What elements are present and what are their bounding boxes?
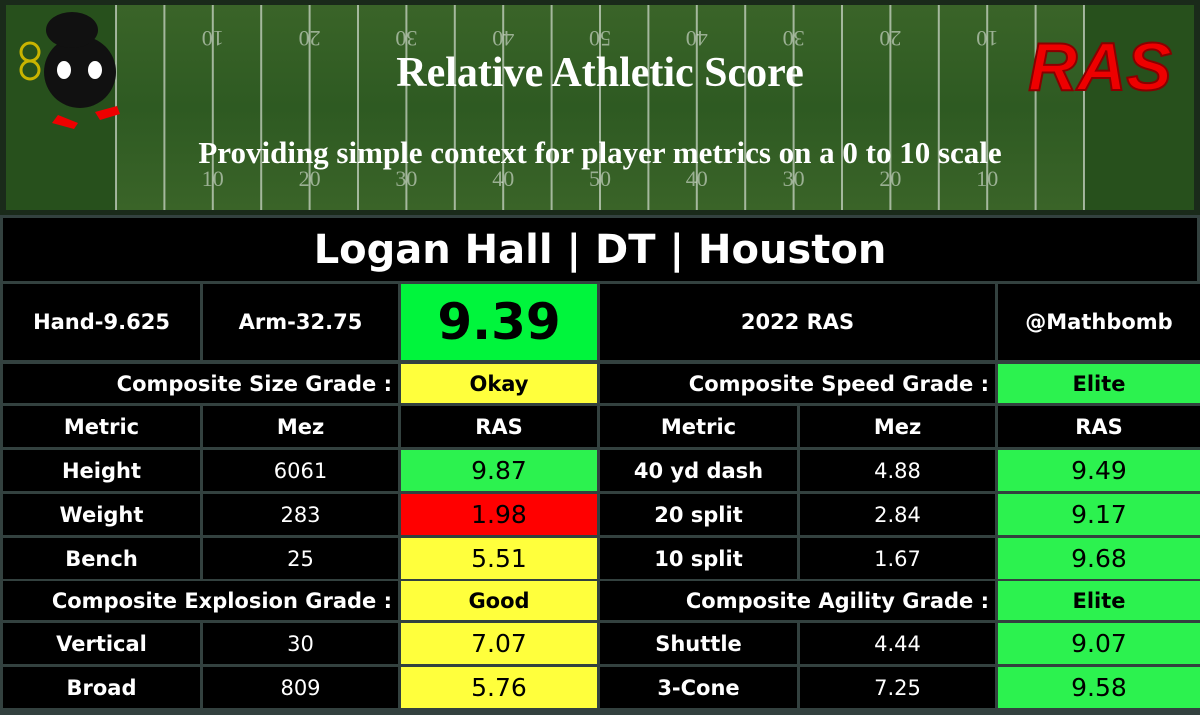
ras: 9.68 xyxy=(998,538,1200,579)
yard-number: 40 xyxy=(492,26,514,51)
grade: Elite xyxy=(998,364,1200,403)
ras: 7.07 xyxy=(401,623,597,664)
mascot xyxy=(19,12,120,129)
yard-number: 50 xyxy=(589,26,611,51)
yard-number: 20 xyxy=(299,166,321,191)
column-header: RAS xyxy=(401,406,597,447)
ras: 5.51 xyxy=(401,538,597,579)
metric: Vertical xyxy=(3,623,200,664)
mez: 283 xyxy=(203,494,398,535)
metric: Height xyxy=(3,450,200,491)
column-header: Metric xyxy=(3,406,200,447)
mez: 2.84 xyxy=(800,494,995,535)
column-header: Metric xyxy=(600,406,797,447)
yard-number: 40 xyxy=(686,166,708,191)
yard-number: 20 xyxy=(879,26,901,51)
yard-number: 10 xyxy=(976,26,998,51)
yard-number: 10 xyxy=(976,166,998,191)
grade-label: Composite Agility Grade : xyxy=(600,581,995,620)
metric: 3-Cone xyxy=(600,667,797,708)
score: 9.39 xyxy=(401,284,597,360)
ras: 9.49 xyxy=(998,450,1200,491)
mez: 6061 xyxy=(203,450,398,491)
metric: 10 split xyxy=(600,538,797,579)
grade-label: Composite Size Grade : xyxy=(3,364,398,403)
arm: Arm-32.75 xyxy=(203,284,398,360)
column-header: Mez xyxy=(203,406,398,447)
metric: 40 yd dash xyxy=(600,450,797,491)
grade: Good xyxy=(401,581,597,620)
yard-number: 30 xyxy=(395,26,417,51)
yard-number: 20 xyxy=(299,26,321,51)
handle: @Mathbomb xyxy=(998,284,1200,360)
year: 2022 RAS xyxy=(600,284,995,360)
yard-number: 30 xyxy=(783,166,805,191)
metric: 20 split xyxy=(600,494,797,535)
metric: Weight xyxy=(3,494,200,535)
yard-number: 40 xyxy=(686,26,708,51)
yard-number: 40 xyxy=(492,166,514,191)
mez: 809 xyxy=(203,667,398,708)
metric: Bench xyxy=(3,538,200,579)
yard-number: 30 xyxy=(783,26,805,51)
column-header: RAS xyxy=(998,406,1200,447)
ras: 9.07 xyxy=(998,623,1200,664)
mez: 7.25 xyxy=(800,667,995,708)
banner-subtitle: Providing simple context for player metr… xyxy=(198,135,1001,170)
ras: 9.58 xyxy=(998,667,1200,708)
ras: 9.17 xyxy=(998,494,1200,535)
grade-label: Composite Explosion Grade : xyxy=(3,581,398,620)
yard-number: 20 xyxy=(879,166,901,191)
yard-number: 50 xyxy=(589,166,611,191)
player-name: Logan Hall | DT | Houston xyxy=(3,218,1197,281)
yard-number: 10 xyxy=(202,26,224,51)
ras: 5.76 xyxy=(401,667,597,708)
column-header: Mez xyxy=(800,406,995,447)
end-zone xyxy=(1084,5,1194,210)
mez: 25 xyxy=(203,538,398,579)
ras: 1.98 xyxy=(401,494,597,535)
mez: 4.44 xyxy=(800,623,995,664)
mez: 4.88 xyxy=(800,450,995,491)
banner-title: Relative Athletic Score xyxy=(396,50,803,96)
hand: Hand-9.625 xyxy=(3,284,200,360)
grade: Okay xyxy=(401,364,597,403)
grade-label: Composite Speed Grade : xyxy=(600,364,995,403)
mez: 30 xyxy=(203,623,398,664)
mez: 1.67 xyxy=(800,538,995,579)
yard-number: 10 xyxy=(202,166,224,191)
banner: 10 10 20 20 30 30 40 40 50 50 40 40 30 30 20 20 10 10 Rel… xyxy=(0,0,1200,215)
logo: RAS xyxy=(1028,29,1172,105)
grade: Elite xyxy=(998,581,1200,620)
metric: Shuttle xyxy=(600,623,797,664)
yard-number: 30 xyxy=(395,166,417,191)
metric: Broad xyxy=(3,667,200,708)
ras: 9.87 xyxy=(401,450,597,491)
